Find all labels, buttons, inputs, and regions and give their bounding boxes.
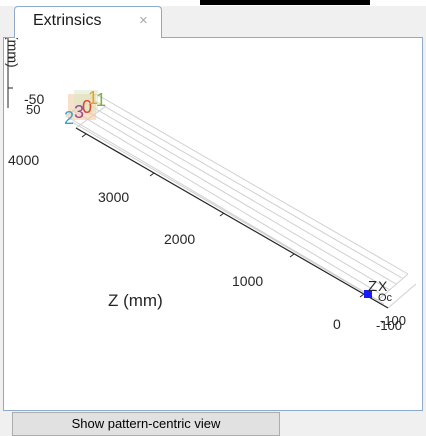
z-axis-line: [75, 127, 389, 309]
pattern-cluster: 2 0 1 1 3: [64, 88, 106, 128]
show-pattern-centric-view-button[interactable]: Show pattern-centric view: [12, 412, 280, 436]
y-tick-label: -50: [24, 91, 44, 107]
camera-axis-label: Z: [368, 278, 377, 295]
pattern-plane: [74, 90, 98, 112]
z-tick-label: 0: [333, 316, 341, 332]
y-tick-label: 50: [26, 102, 40, 117]
tab-extrinsics[interactable]: Extrinsics ×: [14, 6, 162, 38]
pattern-label: 2: [64, 108, 74, 128]
camera-origin-label: Oc: [378, 292, 393, 304]
z-axis-ticks: [81, 133, 365, 298]
pattern-label: 0: [82, 97, 92, 117]
x-tick-label: -100: [376, 318, 402, 333]
z-tick-label: 1000: [232, 273, 263, 289]
pattern-label: 1: [88, 88, 98, 108]
x-tick-label: -100: [380, 313, 406, 328]
clipped-title-bar: [200, 0, 370, 5]
camera-marker: Z X Oc: [364, 278, 393, 304]
close-icon[interactable]: ×: [139, 12, 148, 29]
y-axis-label: (mm): [5, 38, 21, 68]
camera-body: [364, 290, 372, 298]
pattern-label: 3: [74, 102, 84, 122]
z-tick-label: 2000: [164, 231, 195, 247]
z-axis-label: Z (mm): [108, 291, 163, 310]
pattern-label: 1: [96, 90, 106, 110]
tab-extrinsics-label: Extrinsics: [33, 12, 102, 29]
plot-panel: (mm) -50 50: [3, 37, 423, 436]
extrinsics-3d-plot[interactable]: (mm) -50 50: [4, 38, 422, 410]
z-tick-label: 3000: [98, 189, 129, 205]
camera-axis-label: X: [378, 278, 388, 294]
z-tick-label: 4000: [8, 152, 39, 168]
